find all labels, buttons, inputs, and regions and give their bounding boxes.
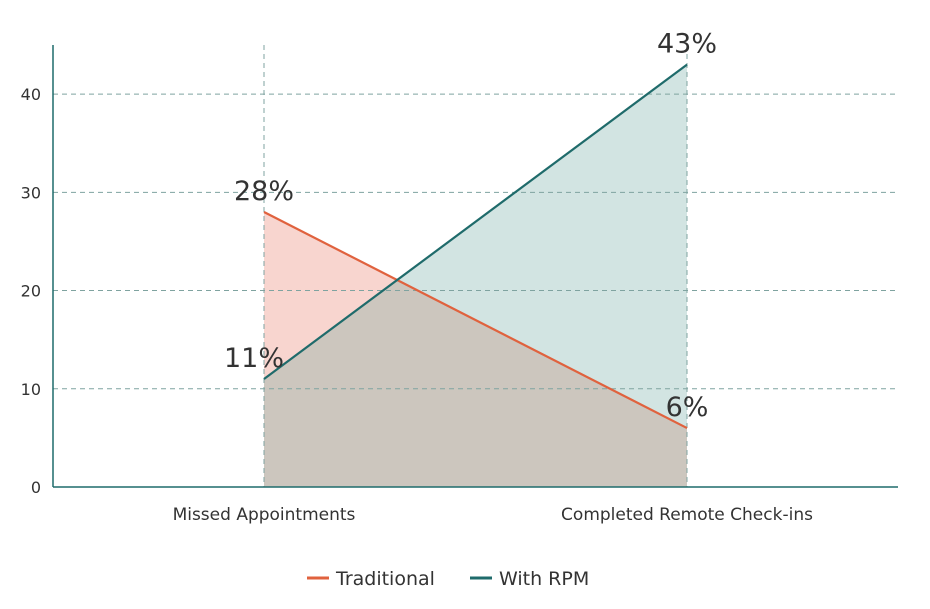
x-tick-label: Completed Remote Check-ins [561, 505, 813, 525]
data-label: 43% [657, 29, 717, 60]
y-tick-label: 10 [21, 380, 41, 399]
area-fills [264, 64, 687, 487]
y-tick-label: 30 [21, 183, 41, 202]
y-tick-label: 0 [31, 478, 41, 497]
legend: Traditional With RPM [307, 568, 589, 590]
legend-label: Traditional [335, 568, 435, 590]
area-with-rpm [397, 64, 687, 429]
area-traditional [264, 211, 398, 379]
area-overlap [264, 280, 687, 487]
x-tick-label: Missed Appointments [173, 505, 356, 525]
data-label: 6% [666, 392, 709, 423]
line-with-rpm [263, 63, 688, 380]
grid-lines [53, 45, 898, 487]
line-traditional [263, 210, 688, 430]
data-label: 11% [224, 343, 284, 374]
axes [52, 45, 898, 488]
y-tick-label: 20 [21, 282, 41, 301]
labels: 0 10 20 30 40 Missed Appointments Completed Re… [21, 29, 813, 525]
series-lines [263, 63, 688, 430]
y-tick-label: 40 [21, 85, 41, 104]
data-label: 28% [234, 176, 294, 207]
legend-label: With RPM [499, 568, 589, 590]
